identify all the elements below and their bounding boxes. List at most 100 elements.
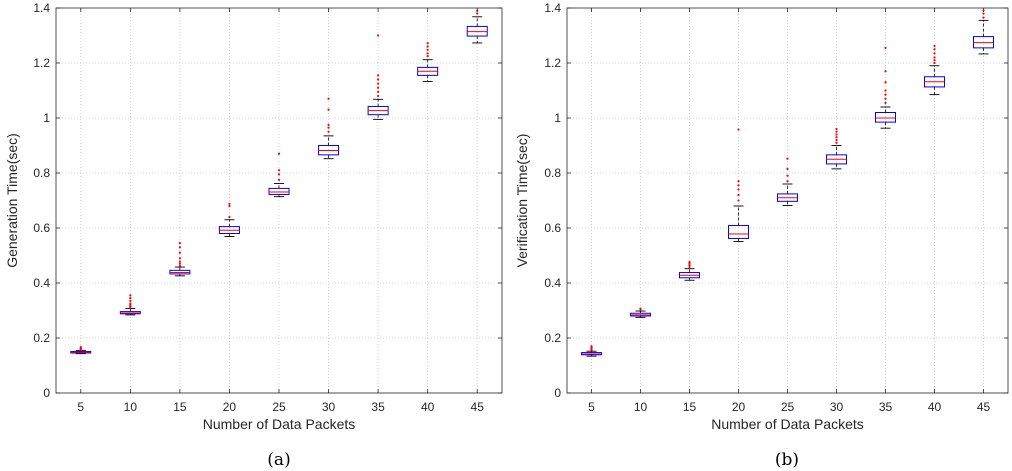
x-tick-label: 5 <box>77 400 84 414</box>
x-tick-label: 40 <box>928 400 942 414</box>
outlier-point <box>79 345 82 349</box>
panel-caption: (a) <box>267 450 290 470</box>
y-tick-label: 0.8 <box>544 166 561 180</box>
box-15 <box>679 261 700 281</box>
outlier-point <box>377 90 380 93</box>
outlier-point <box>933 61 936 65</box>
outlier-point <box>426 52 429 55</box>
outlier-point <box>426 45 429 48</box>
box-iqr <box>268 187 290 195</box>
box-10 <box>119 294 141 316</box>
outlier-point <box>835 130 838 133</box>
outlier-point <box>426 55 429 58</box>
outlier-point <box>377 74 380 77</box>
outlier-point <box>426 42 429 45</box>
panel-a: 0 0.2 0.4 0.6 0.8 1 1.2 1.4 5 10 15 20 25 30 35 40 45 Num… <box>4 1 503 470</box>
x-axis-label: Number of Data Packets <box>711 416 864 432</box>
outlier-point <box>377 78 380 81</box>
outlier-point <box>737 180 740 183</box>
box-45 <box>973 9 994 55</box>
box-20 <box>728 128 749 242</box>
outlier-point <box>737 193 740 197</box>
outlier-point <box>835 136 838 139</box>
y-axis-label: Verification Time(sec) <box>514 134 530 268</box>
y-tick-label: 0.6 <box>33 221 50 235</box>
y-tick-label: 0.6 <box>544 221 561 235</box>
box-30 <box>318 97 340 160</box>
outlier-point <box>884 81 887 84</box>
box-45 <box>466 9 488 44</box>
outlier-point <box>228 202 231 205</box>
x-tick-label: 10 <box>124 400 138 414</box>
outlier-point <box>327 108 330 111</box>
axes-frame <box>566 7 1009 394</box>
outlier-point <box>982 12 985 15</box>
outlier-point <box>277 173 281 176</box>
outlier-point <box>327 126 330 129</box>
outlier-point <box>884 89 887 92</box>
outlier-point <box>639 307 642 310</box>
y-tick-label: 0 <box>554 386 561 400</box>
outlier-point <box>737 128 740 131</box>
outlier-point <box>476 9 479 12</box>
y-tick-label: 1.2 <box>544 56 561 70</box>
outlier-point <box>277 169 281 172</box>
x-tick-label: 30 <box>322 400 336 414</box>
outlier-point <box>884 46 887 49</box>
box-40 <box>924 44 945 96</box>
outlier-point <box>178 264 181 268</box>
outlier-point <box>129 302 132 305</box>
outlier-point <box>835 127 838 131</box>
outlier-point <box>327 123 330 126</box>
outlier-point <box>129 299 132 302</box>
y-tick-label: 0.2 <box>33 331 50 345</box>
box-30 <box>826 127 847 170</box>
outlier-point <box>178 262 181 265</box>
outlier-point <box>688 261 691 264</box>
x-tick-label: 5 <box>588 400 595 414</box>
outlier-point <box>327 130 330 133</box>
outlier-point <box>688 265 691 269</box>
outlier-point <box>933 44 936 48</box>
x-axis-label: Number of Data Packets <box>203 416 356 432</box>
outlier-point <box>178 242 181 245</box>
outlier-point <box>228 215 231 219</box>
outlier-point <box>277 152 281 155</box>
y-tick-label: 1 <box>43 111 50 125</box>
outlier-point <box>835 138 838 142</box>
y-tick-label: 0.4 <box>544 276 561 290</box>
outlier-point <box>688 262 691 265</box>
outlier-point <box>933 56 936 59</box>
x-tick-label: 40 <box>421 400 435 414</box>
outlier-point <box>178 251 181 254</box>
y-tick-label: 0.8 <box>33 166 50 180</box>
outlier-point <box>933 59 936 62</box>
outlier-point <box>228 204 231 208</box>
outlier-point <box>178 257 181 260</box>
box-iqr <box>875 112 896 123</box>
y-tick-label: 1.4 <box>544 1 561 15</box>
outlier-point <box>737 199 740 202</box>
y-tick-label: 1.2 <box>33 56 50 70</box>
outlier-point <box>377 86 380 89</box>
outlier-point <box>178 246 181 249</box>
outlier-point <box>129 297 132 300</box>
outlier-point <box>786 174 789 177</box>
outlier-point <box>688 264 691 267</box>
box-35 <box>367 34 389 120</box>
outlier-point <box>933 48 936 51</box>
y-tick-label: 0 <box>43 386 50 400</box>
x-tick-label: 45 <box>977 400 991 414</box>
outlier-point <box>327 97 330 100</box>
y-tick-label: 1 <box>554 111 561 125</box>
x-tick-label: 25 <box>781 400 795 414</box>
box-20 <box>218 202 240 237</box>
panel-b: 0 0.2 0.4 0.6 0.8 1 1.2 1.4 5 10 15 20 25 30 35 40 45 Num… <box>514 1 1009 470</box>
y-axis-label: Generation Time(sec) <box>4 133 20 268</box>
x-tick-label: 25 <box>272 400 286 414</box>
x-tick-label: 20 <box>732 400 746 414</box>
box-15 <box>169 242 191 277</box>
panel-caption: (b) <box>775 450 799 470</box>
outlier-point <box>786 167 789 170</box>
